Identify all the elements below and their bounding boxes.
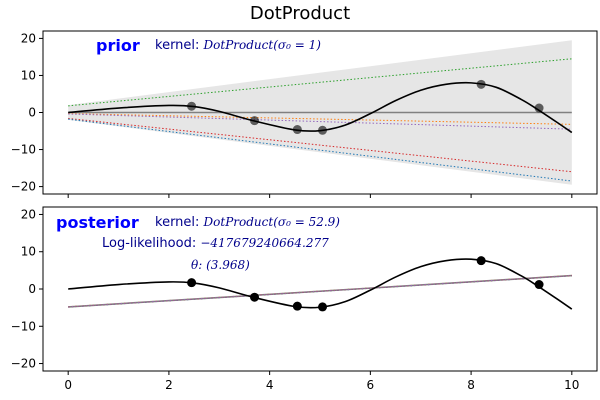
prior-observation-point xyxy=(318,125,328,135)
prior-sample-line-1 xyxy=(68,58,572,107)
posterior-ytick-label: −10 xyxy=(11,319,36,333)
posterior-panel: −20 −10 0 10 20 0 2 4 6 8 10 posterior kernel: Dot… xyxy=(11,206,598,392)
prior-observation-point xyxy=(292,125,302,135)
prior-sample-line-5 xyxy=(68,118,572,182)
posterior-ticks: −20 −10 0 10 20 0 2 4 6 8 10 xyxy=(11,207,580,392)
prior-ytick-label: −20 xyxy=(11,180,36,194)
prior-observation-point xyxy=(187,101,197,111)
prior-ytick-label: 20 xyxy=(21,31,36,45)
posterior-xtick-label: 2 xyxy=(165,378,173,392)
posterior-plot-area xyxy=(68,256,573,312)
posterior-ytick-label: 10 xyxy=(21,245,36,259)
posterior-loglik-text: Log-likelihood: −417679240664.277 xyxy=(102,236,329,251)
posterior-observation-point xyxy=(534,280,544,290)
posterior-observation-point xyxy=(187,278,197,288)
prior-observation-point xyxy=(250,116,260,126)
posterior-kernel-expr: DotProduct(σ₀ = 52.9) xyxy=(203,215,341,229)
posterior-loglik-value: −417679240664.277 xyxy=(200,236,329,250)
posterior-label: posterior xyxy=(56,213,139,232)
prior-label: prior xyxy=(96,36,140,55)
prior-sample-line-4 xyxy=(68,117,572,173)
prior-ytick-label: −10 xyxy=(11,143,36,157)
prior-ytick-label: 0 xyxy=(28,106,36,120)
posterior-ytick-label: 0 xyxy=(28,282,36,296)
prior-ticks: −20 −10 0 10 20 xyxy=(11,31,573,198)
posterior-loglik-prefix: Log-likelihood: xyxy=(102,236,200,251)
posterior-sample-line-5 xyxy=(68,275,572,308)
prior-observation-point xyxy=(476,79,486,89)
posterior-xtick-label: 10 xyxy=(564,378,579,392)
posterior-xtick-label: 8 xyxy=(467,378,475,392)
prior-observation-point xyxy=(534,103,544,113)
prior-kernel-text: kernel: DotProduct(σ₀ = 1) xyxy=(155,38,321,53)
posterior-observation-point xyxy=(476,256,486,266)
posterior-theta: θ: (3.968) xyxy=(191,258,250,272)
posterior-kernel-prefix: kernel: xyxy=(155,215,204,230)
posterior-xtick-label: 0 xyxy=(64,378,72,392)
posterior-ytick-label: 20 xyxy=(21,207,36,221)
posterior-observation-point xyxy=(318,302,328,312)
posterior-xtick-label: 4 xyxy=(266,378,274,392)
posterior-ytick-label: −20 xyxy=(11,357,36,371)
posterior-xtick-label: 6 xyxy=(367,378,375,392)
prior-kernel-prefix: kernel: xyxy=(155,38,204,53)
prior-ytick-label: 10 xyxy=(21,68,36,82)
posterior-observation-point xyxy=(292,301,302,311)
figure-title: DotProduct xyxy=(250,3,350,24)
prior-panel: −20 −10 0 10 20 prior kernel: DotProduct(σ₀ … xyxy=(11,30,598,198)
prior-plot-area xyxy=(68,40,573,185)
posterior-observation-point xyxy=(250,292,260,302)
posterior-kernel-text: kernel: DotProduct(σ₀ = 52.9) xyxy=(155,215,340,230)
prior-kernel-expr: DotProduct(σ₀ = 1) xyxy=(203,38,322,52)
